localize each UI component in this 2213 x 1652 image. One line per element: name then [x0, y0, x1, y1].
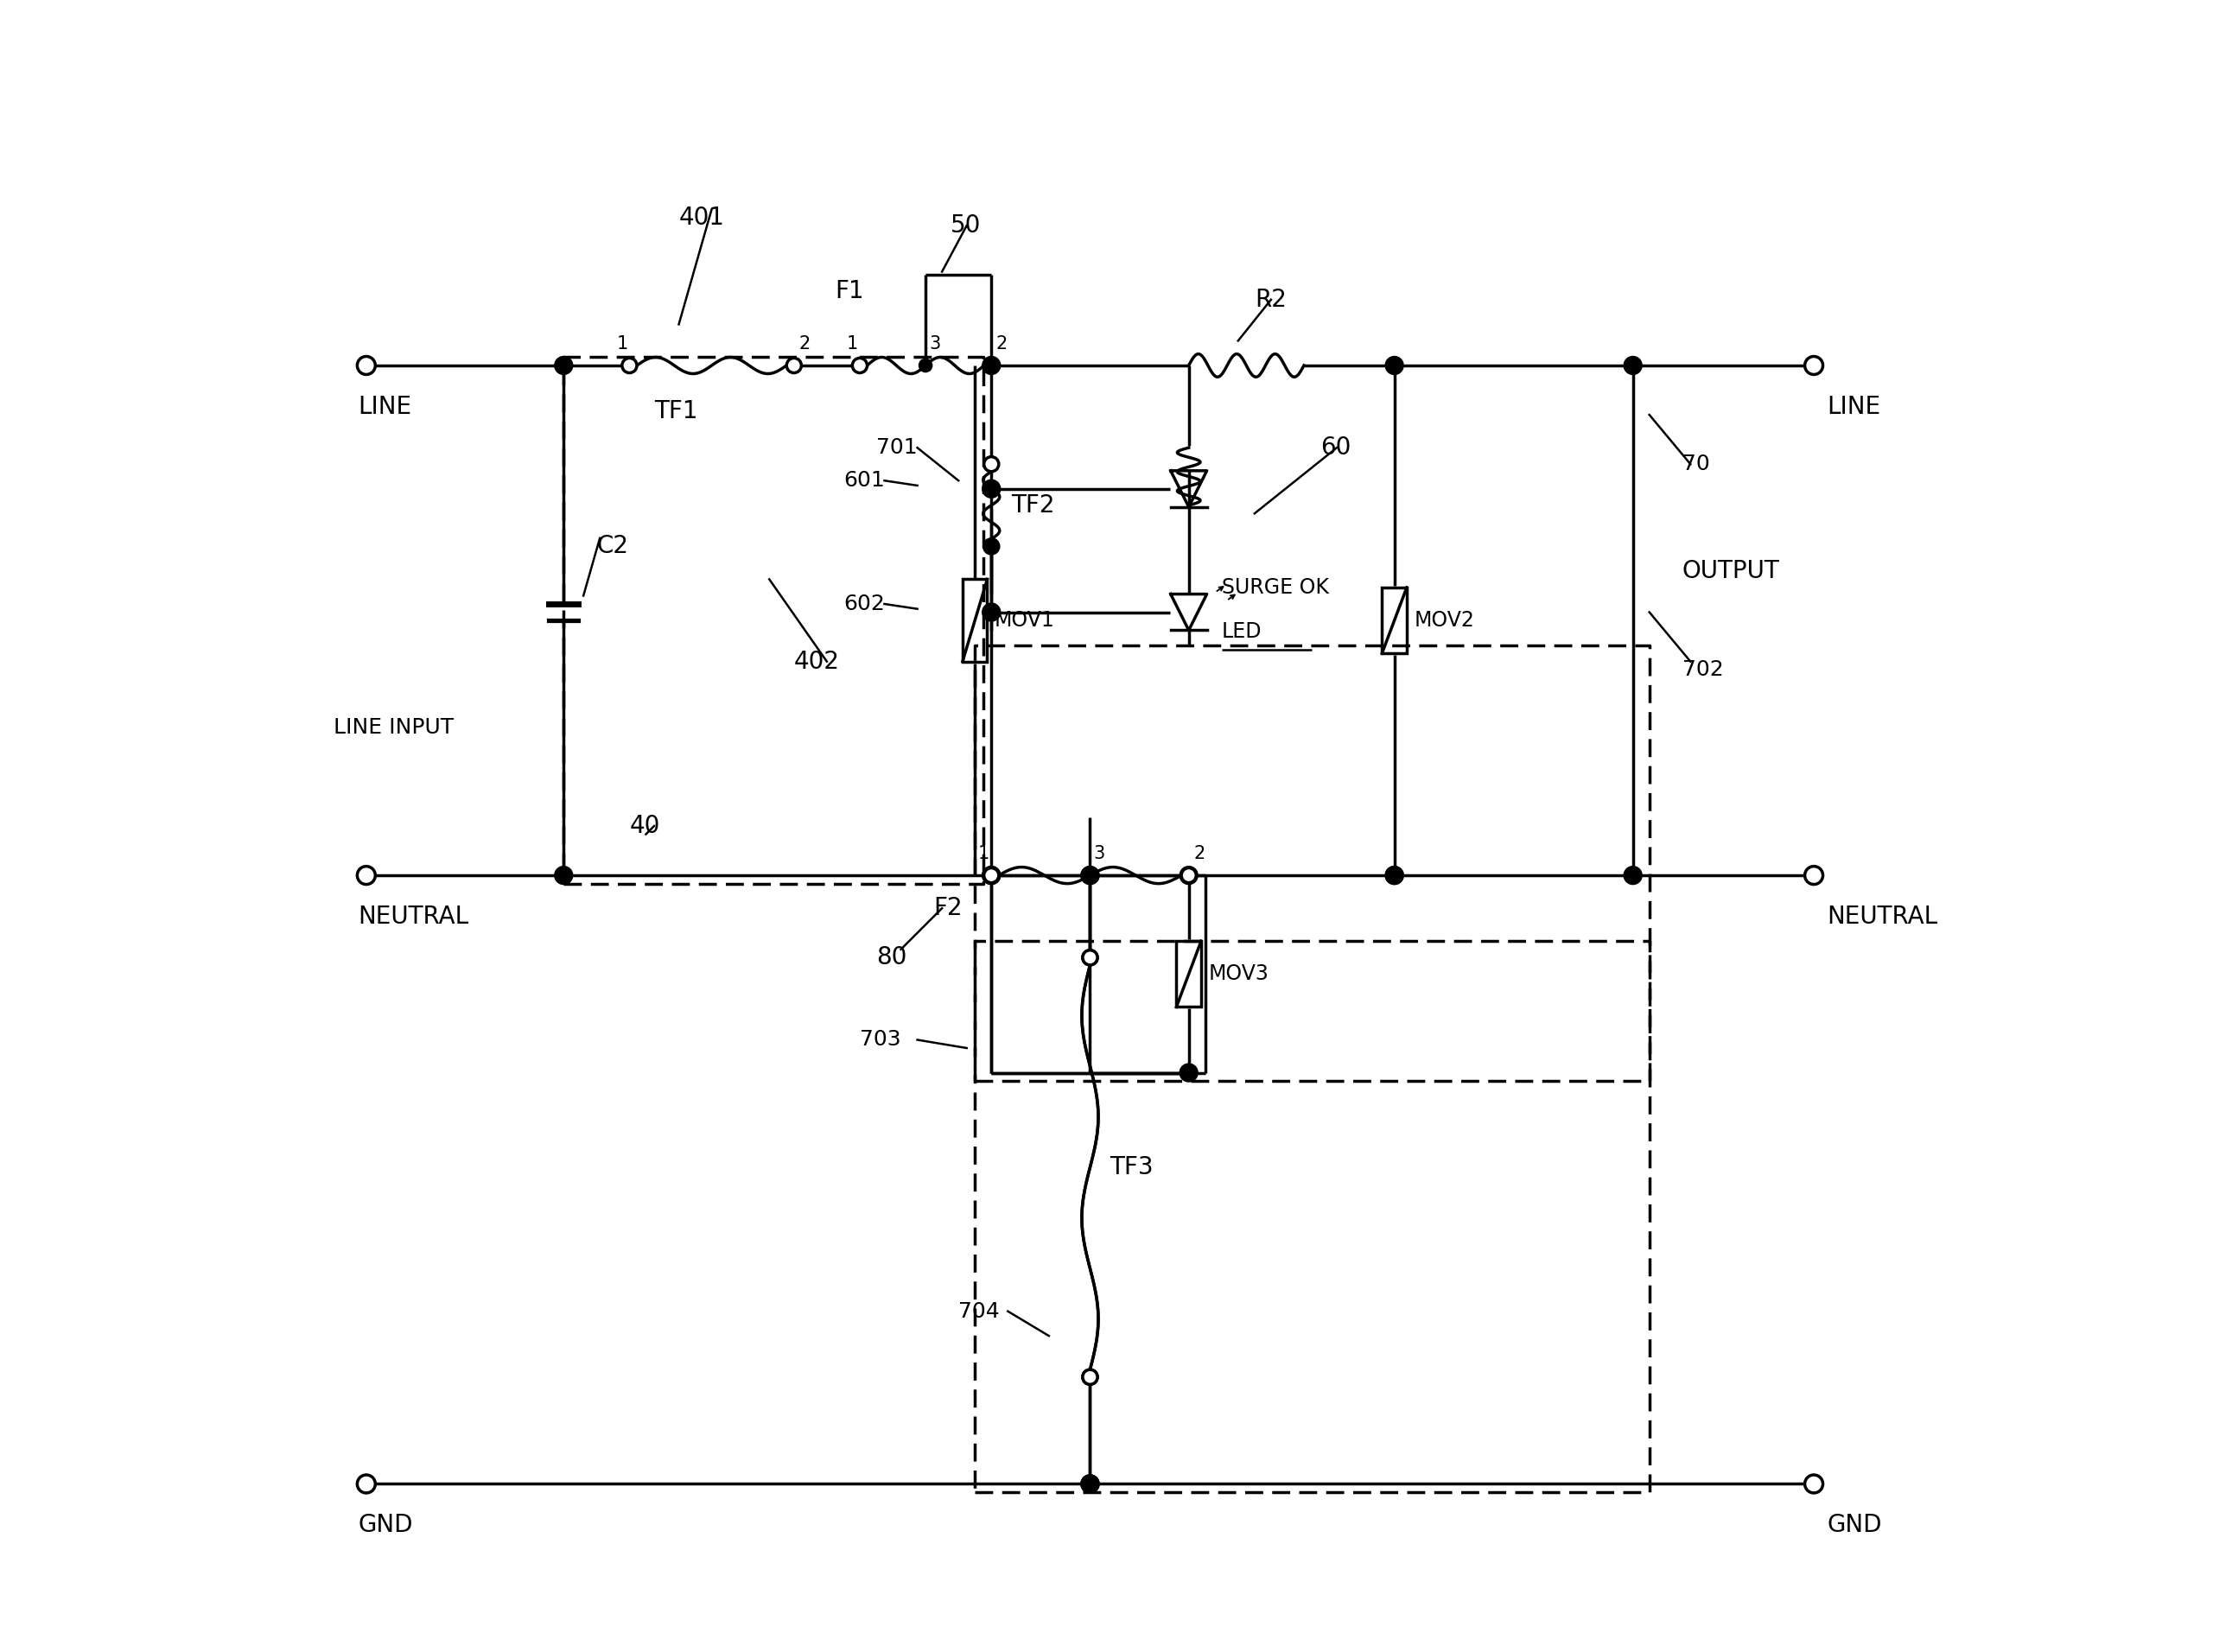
Circle shape	[1624, 357, 1642, 375]
Bar	[1383, 588, 1407, 653]
Circle shape	[356, 357, 376, 375]
Circle shape	[985, 358, 998, 373]
Circle shape	[1182, 867, 1197, 882]
Circle shape	[852, 358, 867, 373]
Circle shape	[356, 866, 376, 884]
Text: 1: 1	[615, 335, 628, 354]
Text: 1: 1	[978, 846, 989, 862]
Text: C2: C2	[598, 534, 628, 558]
Text: 703: 703	[861, 1029, 901, 1051]
Circle shape	[1385, 866, 1403, 884]
Circle shape	[918, 358, 932, 372]
Text: 702: 702	[1682, 659, 1724, 681]
Text: 602: 602	[843, 593, 885, 615]
Circle shape	[1080, 1475, 1100, 1493]
Text: 3: 3	[929, 335, 941, 354]
Text: LINE: LINE	[1828, 395, 1881, 418]
Circle shape	[985, 539, 998, 553]
Circle shape	[1806, 866, 1824, 884]
Text: GND: GND	[359, 1513, 414, 1536]
Text: F2: F2	[934, 895, 963, 920]
Circle shape	[1082, 1370, 1098, 1384]
Circle shape	[983, 866, 1000, 884]
Circle shape	[983, 479, 1000, 497]
Circle shape	[1806, 357, 1824, 375]
Circle shape	[1080, 1475, 1100, 1493]
Text: 60: 60	[1321, 436, 1350, 459]
Circle shape	[1180, 1064, 1197, 1082]
Text: LINE: LINE	[359, 395, 412, 418]
Circle shape	[985, 456, 998, 471]
Circle shape	[1385, 866, 1403, 884]
Text: NEUTRAL: NEUTRAL	[1828, 904, 1939, 928]
Circle shape	[1080, 866, 1100, 884]
Circle shape	[983, 603, 1000, 621]
Text: LED: LED	[1222, 621, 1261, 643]
Text: F1: F1	[834, 279, 863, 304]
Text: MOV3: MOV3	[1208, 963, 1268, 985]
Text: 3: 3	[1093, 846, 1104, 862]
Bar	[963, 580, 987, 661]
Circle shape	[1385, 357, 1403, 375]
Text: LINE INPUT: LINE INPUT	[334, 717, 454, 738]
Circle shape	[1084, 869, 1098, 882]
Circle shape	[1806, 1475, 1824, 1493]
Text: 2: 2	[799, 335, 810, 354]
Circle shape	[555, 357, 573, 375]
Circle shape	[1624, 866, 1642, 884]
Circle shape	[983, 866, 1000, 884]
Circle shape	[1080, 866, 1100, 884]
Text: 2: 2	[1193, 846, 1206, 862]
Circle shape	[1082, 950, 1098, 965]
Text: OUTPUT: OUTPUT	[1682, 558, 1779, 583]
Circle shape	[555, 866, 573, 884]
Text: 80: 80	[876, 945, 907, 970]
Circle shape	[1082, 950, 1098, 965]
Text: NEUTRAL: NEUTRAL	[359, 904, 469, 928]
Circle shape	[983, 357, 1000, 375]
Text: 2: 2	[996, 335, 1007, 354]
Text: MOV2: MOV2	[1414, 610, 1474, 631]
Circle shape	[985, 867, 998, 882]
Text: TF1: TF1	[655, 400, 697, 423]
Circle shape	[622, 358, 637, 373]
Circle shape	[1082, 1370, 1098, 1384]
Text: 701: 701	[876, 438, 918, 458]
Text: 704: 704	[958, 1300, 1000, 1322]
Text: SURGE OK: SURGE OK	[1222, 577, 1328, 598]
Text: 601: 601	[843, 471, 885, 491]
Text: 401: 401	[679, 205, 724, 230]
Circle shape	[786, 358, 801, 373]
Circle shape	[356, 1475, 376, 1493]
Circle shape	[1180, 866, 1197, 884]
Text: GND: GND	[1828, 1513, 1881, 1536]
Circle shape	[985, 540, 998, 553]
Text: 50: 50	[949, 213, 980, 238]
Bar	[1177, 942, 1202, 1008]
Text: TF2: TF2	[1011, 494, 1056, 517]
Text: 40: 40	[628, 814, 659, 838]
Text: 1: 1	[848, 335, 859, 354]
Text: TF3: TF3	[1109, 1155, 1153, 1180]
Text: 402: 402	[794, 649, 839, 674]
Circle shape	[1080, 1475, 1100, 1493]
Text: R2: R2	[1255, 287, 1286, 312]
Text: MOV1: MOV1	[994, 610, 1056, 631]
Text: 70: 70	[1682, 454, 1711, 474]
